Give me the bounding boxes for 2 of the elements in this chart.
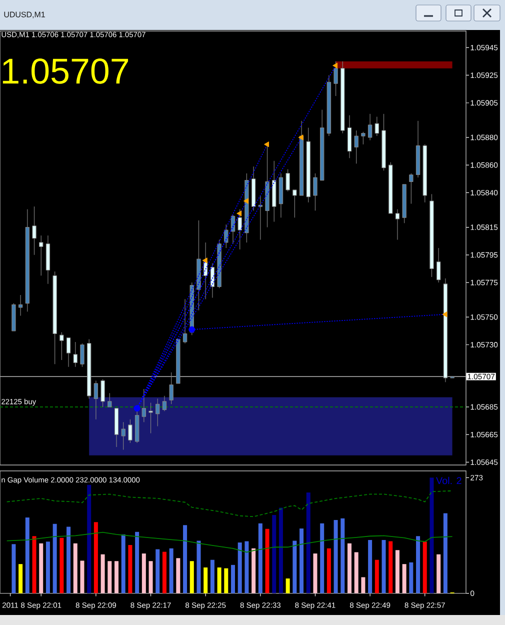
annotation: 1.05707 <box>2 58 128 84</box>
annotation: Vol. 2 <box>436 476 462 484</box>
